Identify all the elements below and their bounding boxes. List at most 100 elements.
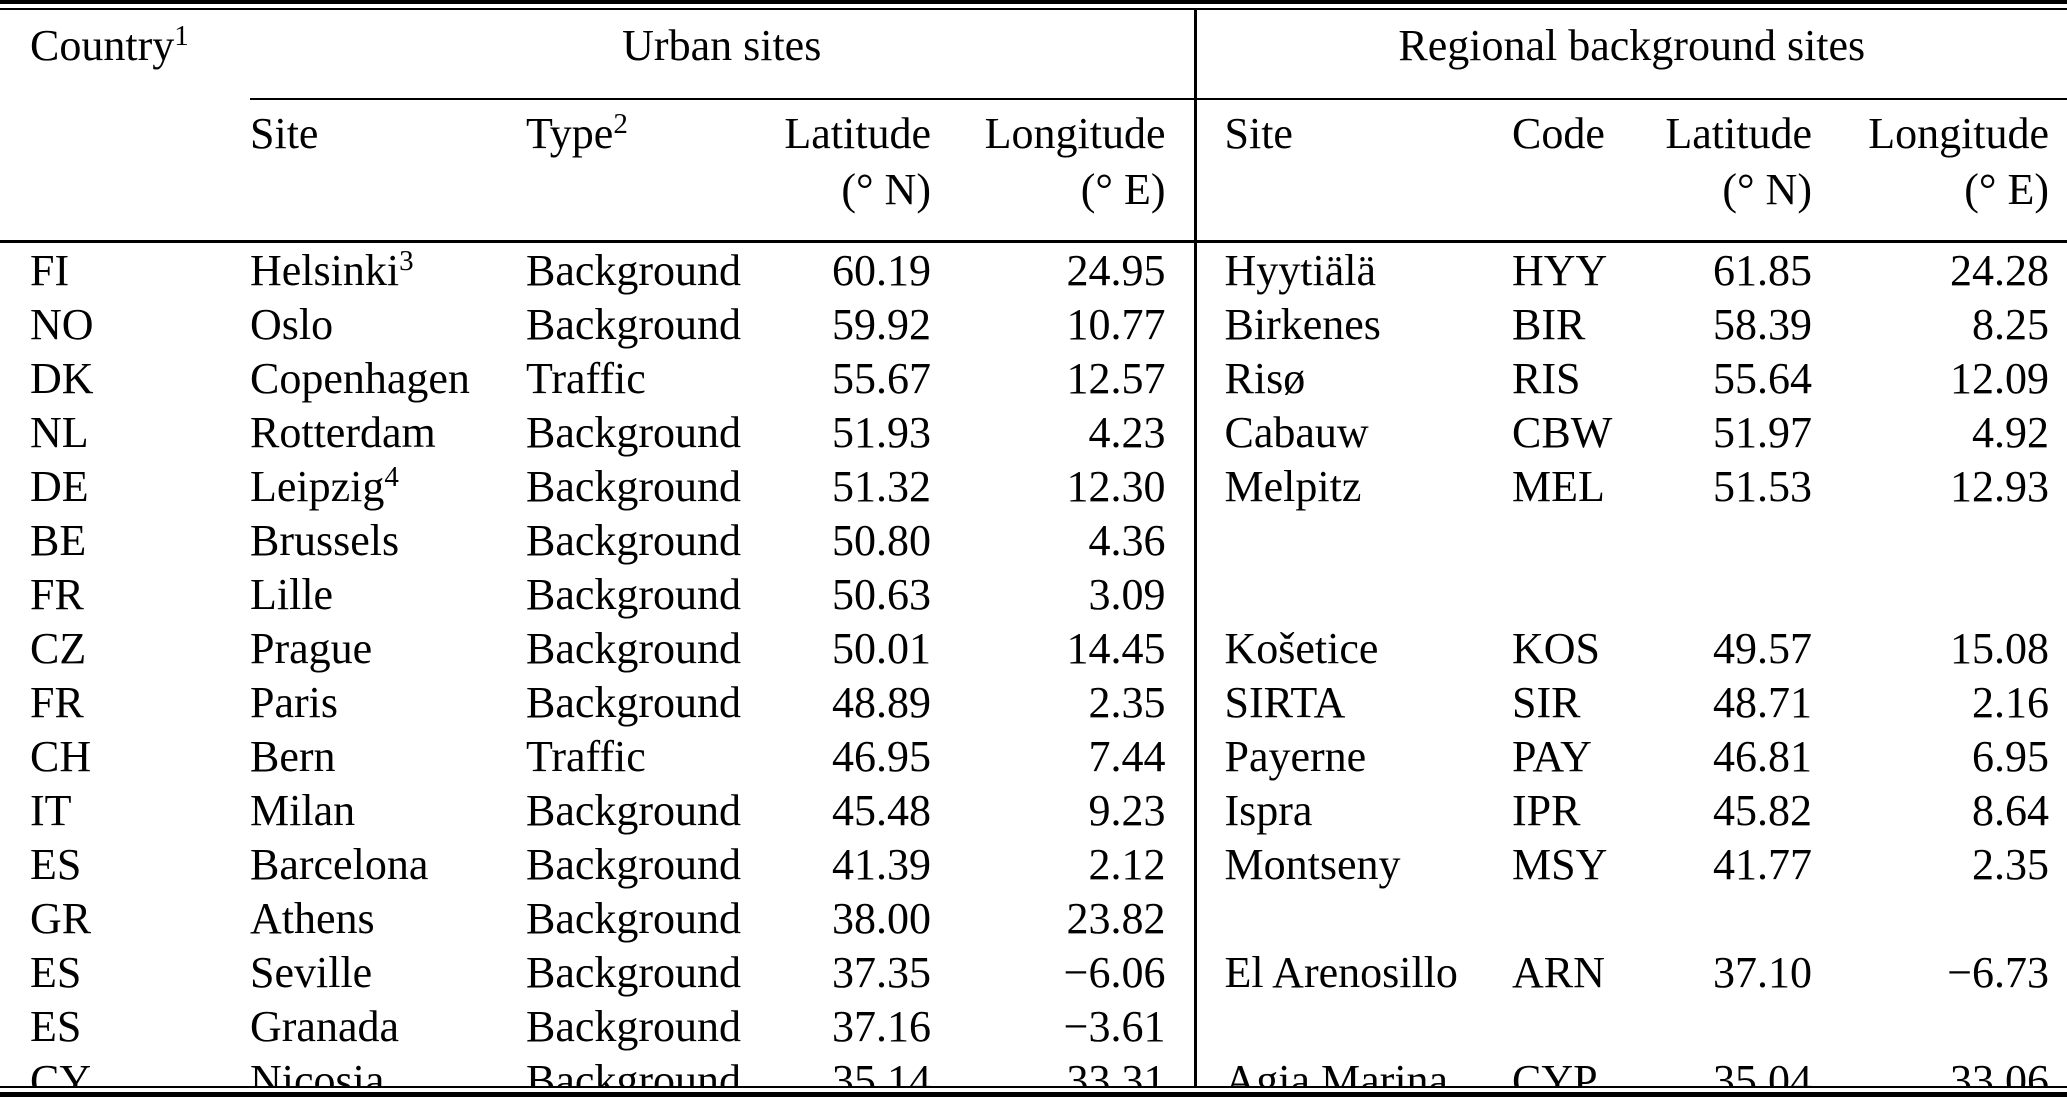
urban-latitude-cell: 45.48 [832, 785, 931, 835]
latitude-label: Latitude [1665, 109, 1812, 158]
table-inner-rule: Country1 Urban sites Regional background… [0, 8, 2067, 1088]
country-cell: FR [30, 569, 84, 619]
regional-site-cell: Melpitz [1193, 459, 1512, 513]
regional-latitude-cell [1652, 513, 1812, 567]
urban-type-column-header: Type2 [526, 99, 760, 243]
regional-site-cell: El Arenosillo [1193, 945, 1512, 999]
regional-longitude-cell: 8.64 [1972, 785, 2050, 835]
urban-type-cell: Background [526, 515, 742, 565]
regional-longitude-cell: 12.09 [1950, 353, 2050, 403]
urban-latitude-cell: 51.32 [832, 461, 931, 511]
regional-code-cell: KOS [1512, 623, 1601, 673]
regional-longitude-cell: 15.08 [1950, 623, 2050, 673]
regional-longitude-cell [1812, 999, 2067, 1053]
urban-site-cell: Granada [250, 999, 526, 1053]
urban-type-cell: Background [526, 1001, 742, 1051]
regional-latitude-cell [1652, 891, 1812, 945]
site-name: Copenhagen [250, 353, 470, 403]
urban-site-cell: Oslo [250, 297, 526, 351]
urban-type-cell: Background [526, 569, 742, 619]
urban-type-cell: Background [526, 407, 742, 457]
regional-code-cell [1512, 567, 1652, 621]
urban-longitude-cell: 4.36 [1088, 515, 1166, 565]
regional-latitude-cell: 58.39 [1713, 299, 1812, 349]
regional-longitude-cell: 24.28 [1950, 245, 2050, 295]
urban-site-cell: Prague [250, 621, 526, 675]
site-name: Prague [250, 623, 373, 673]
site-name: Granada [250, 1001, 400, 1051]
regional-site-cell [1193, 891, 1512, 945]
country-cell: ES [30, 839, 82, 889]
regional-latitude-cell: 55.64 [1713, 353, 1812, 403]
table-row: CH Bern Traffic 46.95 7.44 Payerne PAY 4… [0, 729, 2067, 783]
urban-longitude-cell: 2.12 [1088, 839, 1166, 889]
country-cell: NO [30, 299, 94, 349]
regional-code-cell: PAY [1512, 731, 1592, 781]
regional-site-cell [1193, 567, 1512, 621]
latitude-unit: (° N) [841, 165, 931, 214]
country-cell: BE [30, 515, 87, 565]
country-cell: FI [30, 245, 70, 295]
urban-type-cell: Background [526, 677, 742, 727]
footnote-marker-1: 1 [174, 20, 189, 53]
urban-site-cell: Rotterdam [250, 405, 526, 459]
site-name: Helsinki [250, 245, 400, 295]
urban-type-cell: Background [526, 299, 742, 349]
table-row: BE Brussels Background 50.80 4.36 [0, 513, 2067, 567]
group-header-row: Country1 Urban sites Regional background… [0, 10, 2067, 243]
urban-site-cell: Copenhagen [250, 351, 526, 405]
regional-longitude-column-header: Longitude (° E) [1812, 99, 2067, 243]
regional-longitude-cell: 2.16 [1972, 677, 2050, 727]
longitude-label: Longitude [1868, 109, 2050, 158]
urban-longitude-cell: −6.06 [1063, 947, 1166, 997]
regional-site-cell [1193, 999, 1512, 1053]
urban-latitude-cell: 38.00 [832, 893, 931, 943]
regional-site-cell: SIRTA [1193, 675, 1512, 729]
urban-longitude-cell: 23.82 [1066, 893, 1166, 943]
country-cell: DK [30, 353, 94, 403]
regional-code-cell: BIR [1512, 299, 1586, 349]
regional-code-cell: IPR [1512, 785, 1581, 835]
regional-code-cell: MSY [1512, 839, 1608, 889]
footnote-marker-2: 2 [613, 108, 628, 141]
urban-site-cell: Barcelona [250, 837, 526, 891]
urban-site-cell: Milan [250, 783, 526, 837]
urban-site-cell: Paris [250, 675, 526, 729]
urban-longitude-cell: 24.95 [1066, 245, 1166, 295]
urban-type-cell: Traffic [526, 731, 646, 781]
urban-longitude-cell: 12.57 [1066, 353, 1166, 403]
country-cell: NL [30, 407, 89, 457]
country-header-label: Country [30, 21, 175, 70]
regional-code-cell: HYY [1512, 245, 1608, 295]
latitude-unit: (° N) [1722, 165, 1812, 214]
site-name: Lille [250, 569, 334, 619]
regional-site-cell: Košetice [1193, 621, 1512, 675]
regional-site-cell: Hyytiälä [1193, 241, 1512, 297]
regional-longitude-cell: 6.95 [1972, 731, 2050, 781]
urban-site-cell: Nicosia [250, 1053, 526, 1088]
site-name: Nicosia [250, 1055, 385, 1088]
longitude-unit: (° E) [1080, 165, 1166, 214]
country-cell: ES [30, 947, 82, 997]
regional-longitude-cell: −6.73 [1947, 947, 2050, 997]
urban-type-cell: Background [526, 245, 742, 295]
urban-latitude-cell: 37.16 [832, 1001, 931, 1051]
longitude-unit: (° E) [1964, 165, 2050, 214]
regional-latitude-cell [1652, 567, 1812, 621]
urban-site-cell: Seville [250, 945, 526, 999]
urban-longitude-cell: 3.09 [1088, 569, 1166, 619]
site-name: Athens [250, 893, 375, 943]
site-name: Barcelona [250, 839, 429, 889]
urban-latitude-cell: 50.80 [832, 515, 931, 565]
urban-latitude-cell: 41.39 [832, 839, 931, 889]
country-cell: FR [30, 677, 84, 727]
site-name: Seville [250, 947, 373, 997]
urban-latitude-cell: 51.93 [832, 407, 931, 457]
site-name: Milan [250, 785, 356, 835]
regional-code-column-header: Code [1512, 99, 1652, 243]
country-cell: ES [30, 1001, 82, 1051]
footnote-marker-4: 4 [384, 460, 399, 493]
urban-longitude-cell: 33.31 [1066, 1055, 1166, 1088]
urban-latitude-cell: 59.92 [832, 299, 931, 349]
